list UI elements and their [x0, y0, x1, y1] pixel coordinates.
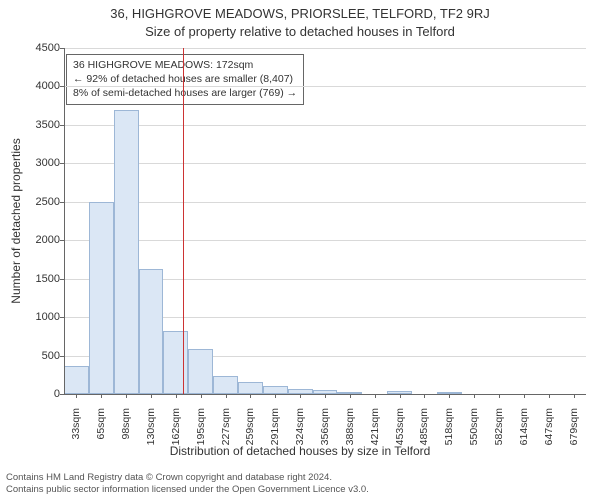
- x-tick-label: 679sqm: [568, 408, 580, 456]
- chart-container: { "titles": { "line1": "36, HIGHGROVE ME…: [0, 0, 600, 500]
- y-tick-mark: [60, 279, 64, 280]
- x-tick-label: 33sqm: [70, 408, 82, 456]
- x-tick-mark: [474, 394, 475, 398]
- y-tick-mark: [60, 163, 64, 164]
- x-tick-label: 98sqm: [120, 408, 132, 456]
- grid-line: [64, 240, 586, 241]
- x-tick-mark: [499, 394, 500, 398]
- y-tick-label: 2000: [10, 234, 60, 246]
- x-tick-mark: [226, 394, 227, 398]
- x-tick-mark: [126, 394, 127, 398]
- x-tick-label: 518sqm: [443, 408, 455, 456]
- x-tick-label: 453sqm: [394, 408, 406, 456]
- y-tick-label: 4500: [10, 42, 60, 54]
- x-tick-label: 485sqm: [418, 408, 430, 456]
- x-tick-label: 65sqm: [95, 408, 107, 456]
- histogram-bar: [114, 110, 139, 394]
- chart-title-address: 36, HIGHGROVE MEADOWS, PRIORSLEE, TELFOR…: [0, 0, 600, 22]
- y-tick-mark: [60, 48, 64, 49]
- x-tick-mark: [250, 394, 251, 398]
- x-tick-label: 291sqm: [269, 408, 281, 456]
- y-tick-mark: [60, 317, 64, 318]
- x-tick-mark: [275, 394, 276, 398]
- histogram-bar: [213, 376, 238, 394]
- x-tick-label: 647sqm: [543, 408, 555, 456]
- x-tick-mark: [201, 394, 202, 398]
- x-tick-label: 421sqm: [369, 408, 381, 456]
- footer-line-2: Contains public sector information licen…: [6, 484, 369, 496]
- x-tick-label: 324sqm: [294, 408, 306, 456]
- grid-line: [64, 125, 586, 126]
- x-tick-mark: [424, 394, 425, 398]
- plot-area: 36 HIGHGROVE MEADOWS: 172sqm← 92% of det…: [64, 48, 586, 394]
- x-tick-mark: [549, 394, 550, 398]
- y-tick-label: 0: [10, 388, 60, 400]
- x-tick-label: 614sqm: [518, 408, 530, 456]
- x-tick-mark: [375, 394, 376, 398]
- x-tick-mark: [350, 394, 351, 398]
- grid-line: [64, 202, 586, 203]
- annotation-line: 36 HIGHGROVE MEADOWS: 172sqm: [73, 58, 297, 72]
- chart-subtitle: Size of property relative to detached ho…: [0, 22, 600, 40]
- reference-line: [183, 48, 184, 394]
- x-tick-mark: [300, 394, 301, 398]
- grid-line: [64, 48, 586, 49]
- x-tick-label: 582sqm: [493, 408, 505, 456]
- histogram-bar: [238, 382, 263, 394]
- x-tick-mark: [449, 394, 450, 398]
- chart-footer: Contains HM Land Registry data © Crown c…: [6, 472, 369, 496]
- annotation-box: 36 HIGHGROVE MEADOWS: 172sqm← 92% of det…: [66, 54, 304, 105]
- footer-line-1: Contains HM Land Registry data © Crown c…: [6, 472, 369, 484]
- histogram-bar: [188, 349, 213, 394]
- histogram-bar: [263, 386, 288, 394]
- x-tick-label: 356sqm: [319, 408, 331, 456]
- x-tick-label: 259sqm: [244, 408, 256, 456]
- annotation-line: 8% of semi-detached houses are larger (7…: [73, 86, 297, 100]
- grid-line: [64, 163, 586, 164]
- x-tick-label: 388sqm: [344, 408, 356, 456]
- y-tick-label: 3000: [10, 157, 60, 169]
- x-tick-mark: [101, 394, 102, 398]
- x-tick-mark: [76, 394, 77, 398]
- y-tick-label: 1500: [10, 273, 60, 285]
- y-axis-line: [64, 48, 65, 394]
- histogram-bar: [163, 331, 188, 394]
- y-tick-label: 500: [10, 350, 60, 362]
- x-tick-label: 195sqm: [195, 408, 207, 456]
- y-tick-mark: [60, 240, 64, 241]
- y-tick-mark: [60, 202, 64, 203]
- y-tick-label: 2500: [10, 196, 60, 208]
- x-tick-mark: [574, 394, 575, 398]
- x-tick-label: 550sqm: [468, 408, 480, 456]
- y-tick-mark: [60, 86, 64, 87]
- x-tick-mark: [176, 394, 177, 398]
- x-tick-mark: [524, 394, 525, 398]
- y-tick-mark: [60, 356, 64, 357]
- y-tick-mark: [60, 125, 64, 126]
- annotation-line: ← 92% of detached houses are smaller (8,…: [73, 72, 297, 86]
- y-tick-label: 1000: [10, 311, 60, 323]
- x-tick-mark: [325, 394, 326, 398]
- y-tick-label: 4000: [10, 80, 60, 92]
- x-tick-mark: [400, 394, 401, 398]
- y-tick-label: 3500: [10, 119, 60, 131]
- grid-line: [64, 86, 586, 87]
- x-tick-label: 130sqm: [145, 408, 157, 456]
- histogram-bar: [139, 269, 164, 394]
- x-tick-mark: [151, 394, 152, 398]
- x-tick-label: 162sqm: [170, 408, 182, 456]
- y-tick-mark: [60, 394, 64, 395]
- histogram-bar: [89, 202, 114, 394]
- histogram-bar: [64, 366, 89, 394]
- x-tick-label: 227sqm: [220, 408, 232, 456]
